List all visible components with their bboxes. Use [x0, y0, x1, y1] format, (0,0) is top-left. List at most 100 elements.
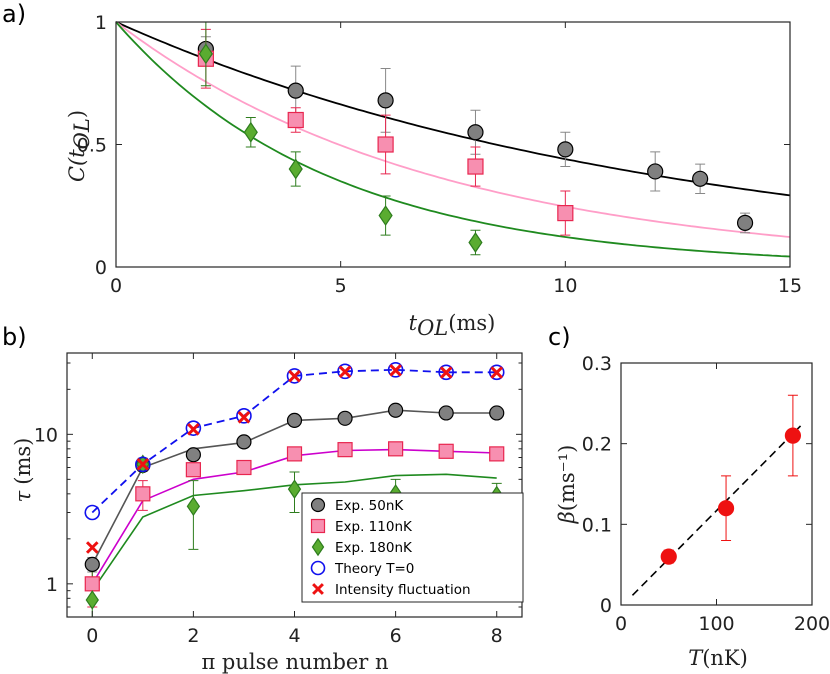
- panel-b-xtick-label: 4: [288, 625, 300, 647]
- panel-b-label: b): [2, 323, 27, 351]
- panel-c-plot-area: 0 100 200 0 0.1 0.2 0.3: [582, 353, 830, 635]
- data-point-Theory T=0: [185, 420, 202, 436]
- data-point-50nK: [557, 141, 574, 158]
- data-point-Exp. 50nK: [489, 405, 505, 421]
- legend-box: [301, 492, 524, 603]
- data-point-50nK: [647, 163, 664, 180]
- data-point-Exp. 50nK: [236, 434, 252, 450]
- data-point-Exp. 180nK: [186, 496, 201, 517]
- panel-c-xlabel-var: T: [688, 646, 704, 670]
- panel-b-ytick-label: 10: [34, 424, 58, 446]
- data-point-Exp. 110nK: [337, 442, 353, 458]
- data-point-180nK: [288, 158, 303, 180]
- data-point-Exp. 50nK: [286, 412, 303, 428]
- data-point-180nK: [468, 232, 483, 253]
- panel-a-label: a): [2, 0, 26, 28]
- panel-c-xlabel: T(nK): [688, 646, 748, 670]
- legend-marker-Theory T=0: [310, 560, 326, 576]
- panel-a-xtick-label: 0: [110, 275, 122, 297]
- data-point-Intensity fluctuation: [237, 410, 251, 424]
- panel-a-xtick-label: 15: [778, 275, 802, 297]
- panel-a-ylabel-var: C(t: [65, 149, 89, 182]
- data-point-Exp. 110nK: [388, 441, 404, 457]
- data-point-Exp. 180nK: [85, 590, 99, 610]
- data-point-Exp. 110nK: [236, 459, 252, 476]
- data-point-Exp. 110nK: [286, 446, 303, 462]
- data-point-Exp. 50nK: [337, 410, 353, 426]
- panel-a-ylabel-end: ): [65, 110, 89, 118]
- panel-a-ylabel: C(tOL): [65, 110, 94, 182]
- panel-c-ytick-label: 0.3: [582, 353, 612, 375]
- panel-b-xtick-label: 0: [86, 625, 98, 647]
- panel-c-ytick-label: 0.1: [582, 514, 612, 536]
- data-point-beta: [717, 500, 735, 517]
- data-point-beta: [660, 548, 677, 565]
- legend-marker-Intensity fluctuation: [312, 583, 324, 595]
- data-point-Exp. 110nK: [84, 576, 100, 592]
- panel-b-xtick-label: 2: [187, 625, 199, 647]
- panel-b-ylabel-var: τ: [11, 490, 35, 502]
- data-point-Exp. 50nK: [388, 402, 404, 418]
- panel-a-xlabel-var: t: [409, 311, 418, 335]
- data-point-Intensity fluctuation: [439, 366, 453, 379]
- panel-c-ylabel-unit: (ms⁻¹): [555, 445, 579, 512]
- panel-c: c) 0 100 200 0 0.1 0.2 0.3 T(nK) β(ms⁻¹): [548, 323, 830, 670]
- panel-a-xtick-label: 10: [553, 275, 577, 297]
- panel-b-xtick-label: 8: [491, 625, 503, 647]
- data-point-Theory T=0: [135, 456, 151, 473]
- data-point-Exp. 110nK: [185, 462, 201, 478]
- panel-c-ytick-label: 0.2: [582, 434, 612, 456]
- data-point-Theory T=0: [337, 363, 353, 380]
- panel-c-ytick-label: 0: [600, 595, 612, 617]
- panel-a-ytick-label: 1: [95, 12, 107, 34]
- panel-a-xlabel-sub: OL: [417, 316, 448, 340]
- panel-b-xtick-label: 6: [390, 625, 402, 647]
- panel-a-xtick-label: 5: [335, 275, 347, 297]
- legend-label: Intensity fluctuation: [335, 582, 471, 598]
- panel-a-ytick-label: 0: [95, 257, 107, 279]
- panel-c-frame: [620, 362, 813, 606]
- panel-a-plot-area: 0 5 10 15 0 0.5 1: [77, 12, 802, 297]
- data-point-Exp. 110nK: [438, 443, 454, 459]
- data-point-Theory T=0: [286, 368, 303, 384]
- data-point-50nK: [692, 170, 709, 187]
- data-point-110nK: [467, 158, 484, 175]
- data-point-Intensity fluctuation: [490, 366, 504, 379]
- data-point-Exp. 110nK: [135, 486, 151, 502]
- data-point-180nK: [243, 121, 258, 143]
- data-point-Intensity fluctuation: [288, 369, 301, 383]
- data-point-Theory T=0: [438, 364, 454, 381]
- panel-a-xlabel: tOL(ms): [409, 311, 496, 340]
- data-point-Intensity fluctuation: [187, 423, 200, 436]
- panel-b-ylabel-unit: (ms): [11, 438, 35, 485]
- legend-marker-Exp. 110nK: [310, 518, 326, 534]
- panel-c-xtick-label: 100: [698, 613, 734, 635]
- legend-label: Exp. 110nK: [335, 519, 413, 535]
- linear-fit-line: [631, 425, 802, 596]
- panel-b-xlabel: π pulse number n: [201, 650, 388, 674]
- panel-c-ylabel: β(ms⁻¹): [555, 445, 579, 525]
- panel-a-ytick-label: 0.5: [77, 135, 107, 157]
- fit-curve-2: [115, 21, 791, 258]
- panel-b: b) 0 2 4 6 8 1 10 π pulse number n τ (ms) Exp. …: [2, 323, 524, 674]
- panel-c-xtick-label: 0: [615, 613, 627, 635]
- panel-c-label: c): [548, 323, 571, 351]
- panel-c-ylabel-var: β: [555, 511, 579, 524]
- fit-curve-1: [115, 21, 791, 238]
- data-point-Intensity fluctuation: [136, 458, 150, 471]
- data-point-50nK: [736, 214, 754, 231]
- data-point-Exp. 50nK: [185, 447, 201, 463]
- data-point-180nK: [198, 43, 213, 65]
- panel-b-ylabel: τ (ms): [11, 438, 35, 503]
- panel-b-ytick-label: 1: [46, 574, 58, 596]
- legend-rows: Exp. 50nK Exp. 110nK Exp. 180nK Theory T=0 I…: [310, 497, 471, 598]
- data-point-Exp. 50nK: [438, 405, 454, 421]
- panel-a-xlabel-unit: (ms): [448, 311, 495, 335]
- data-point-50nK: [287, 82, 304, 99]
- data-point-180nK: [378, 205, 393, 226]
- legend-label: Exp. 180nK: [335, 540, 413, 556]
- panel-b-legend: Exp. 50nK Exp. 110nK Exp. 180nK Theory T=0 I…: [301, 492, 524, 603]
- data-point-Intensity fluctuation: [85, 541, 99, 554]
